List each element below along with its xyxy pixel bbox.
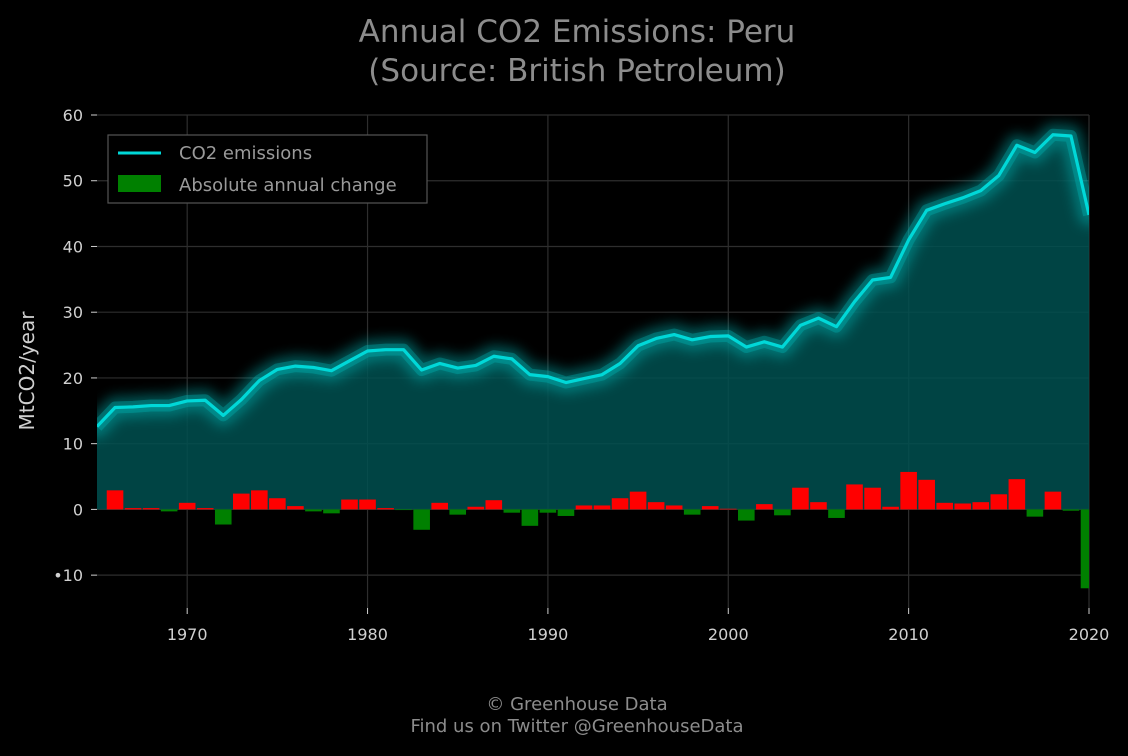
y-tick-label: 40 [63,237,83,256]
change-bar-1987 [485,500,503,510]
change-bar-1974 [251,490,268,510]
change-bar-2002 [756,504,773,510]
y-tick-label: 30 [63,303,83,322]
emissions-area-fill [97,134,1089,510]
chart-title: Annual CO2 Emissions: Peru [359,14,796,50]
change-bar-2013 [954,503,972,510]
change-bar-2018 [1044,491,1062,510]
change-bar-1991 [557,509,575,516]
change-bar-2017 [1026,509,1044,517]
change-bar-1993 [593,505,611,510]
change-bar-2019 [1062,509,1080,511]
change-bar-1992 [575,505,593,510]
x-tick-label: 1990 [528,625,569,644]
change-bar-1980 [359,499,376,510]
change-bar-1979 [341,499,358,510]
change-bar-2007 [846,484,863,510]
axis-ticks: 1970 1980 1990 2000 2010 2020 •10 0 10 20 30 40 50 60 [53,106,1109,644]
change-bar-2020 [1080,509,1089,589]
change-bar-1976 [287,506,304,510]
footer-copyright: © Greenhouse Data [486,694,667,715]
y-tick-label: •10 [53,566,83,585]
change-bar-1984 [431,502,448,510]
change-bar-1975 [269,498,286,510]
change-bar-1985 [449,509,467,515]
change-bar-1988 [503,509,521,513]
x-tick-label: 2010 [888,625,929,644]
change-bar-2012 [936,502,953,510]
change-bar-1983 [413,509,430,530]
y-tick-label: 60 [63,106,83,125]
legend-bar-swatch [118,175,161,192]
change-bar-1994 [611,498,629,510]
footer-twitter: Find us on Twitter @GreenhouseData [410,716,743,737]
legend-frame [107,134,428,204]
y-axis-label: MtCO2/year [15,311,39,431]
emissions-line [97,133,1089,428]
x-tick-label: 1980 [347,625,388,644]
change-bar-2001 [738,509,755,521]
change-bar-1970 [178,502,196,510]
change-bar-1972 [214,509,232,525]
legend: CO2 emissions Absolute annual change [107,134,428,204]
change-bar-1981 [377,508,394,510]
change-bar-1997 [665,505,683,510]
chart-subtitle: (Source: British Petroleum) [368,53,785,89]
x-tick-label: 2000 [708,625,749,644]
change-bar-1999 [701,506,719,510]
change-bar-1990 [539,509,557,513]
change-bar-1998 [683,509,701,515]
y-tick-label: 50 [63,172,83,191]
change-bar-1995 [629,491,647,510]
change-bar-1978 [323,509,340,514]
change-bar-1969 [160,509,178,512]
change-bar-1966 [106,490,124,510]
emissions-area [97,134,1089,510]
change-bar-2004 [792,487,809,510]
change-bar-2009 [882,506,899,510]
change-bar-2014 [972,502,990,510]
change-bar-2006 [828,509,845,518]
x-tick-label: 2020 [1069,625,1110,644]
y-tick-label: 20 [63,369,83,388]
change-bar-1986 [467,506,485,510]
change-bar-2008 [864,487,881,510]
change-bar-1973 [232,493,250,510]
change-bar-2003 [774,509,791,516]
change-bar-2015 [990,494,1008,510]
y-tick-label: 10 [63,435,83,454]
emissions-line-group [97,123,1089,438]
change-bar-2000 [719,508,737,510]
change-bar-2016 [1008,479,1026,510]
legend-label-annual-change: Absolute annual change [179,175,397,196]
annual-change-bars [106,471,1089,589]
change-bar-2011 [918,479,935,510]
x-tick-label: 1970 [167,625,208,644]
change-bar-1971 [196,508,214,510]
change-bar-1989 [521,509,539,526]
change-bar-2005 [810,502,827,510]
change-bar-1967 [124,508,142,510]
change-bar-1996 [647,502,665,510]
change-bar-1977 [305,509,322,512]
change-bar-1968 [142,508,160,510]
change-bar-2010 [900,471,917,510]
legend-label-co2-emissions: CO2 emissions [179,143,312,164]
y-tick-label: 0 [73,500,83,519]
change-bar-1982 [395,509,412,511]
